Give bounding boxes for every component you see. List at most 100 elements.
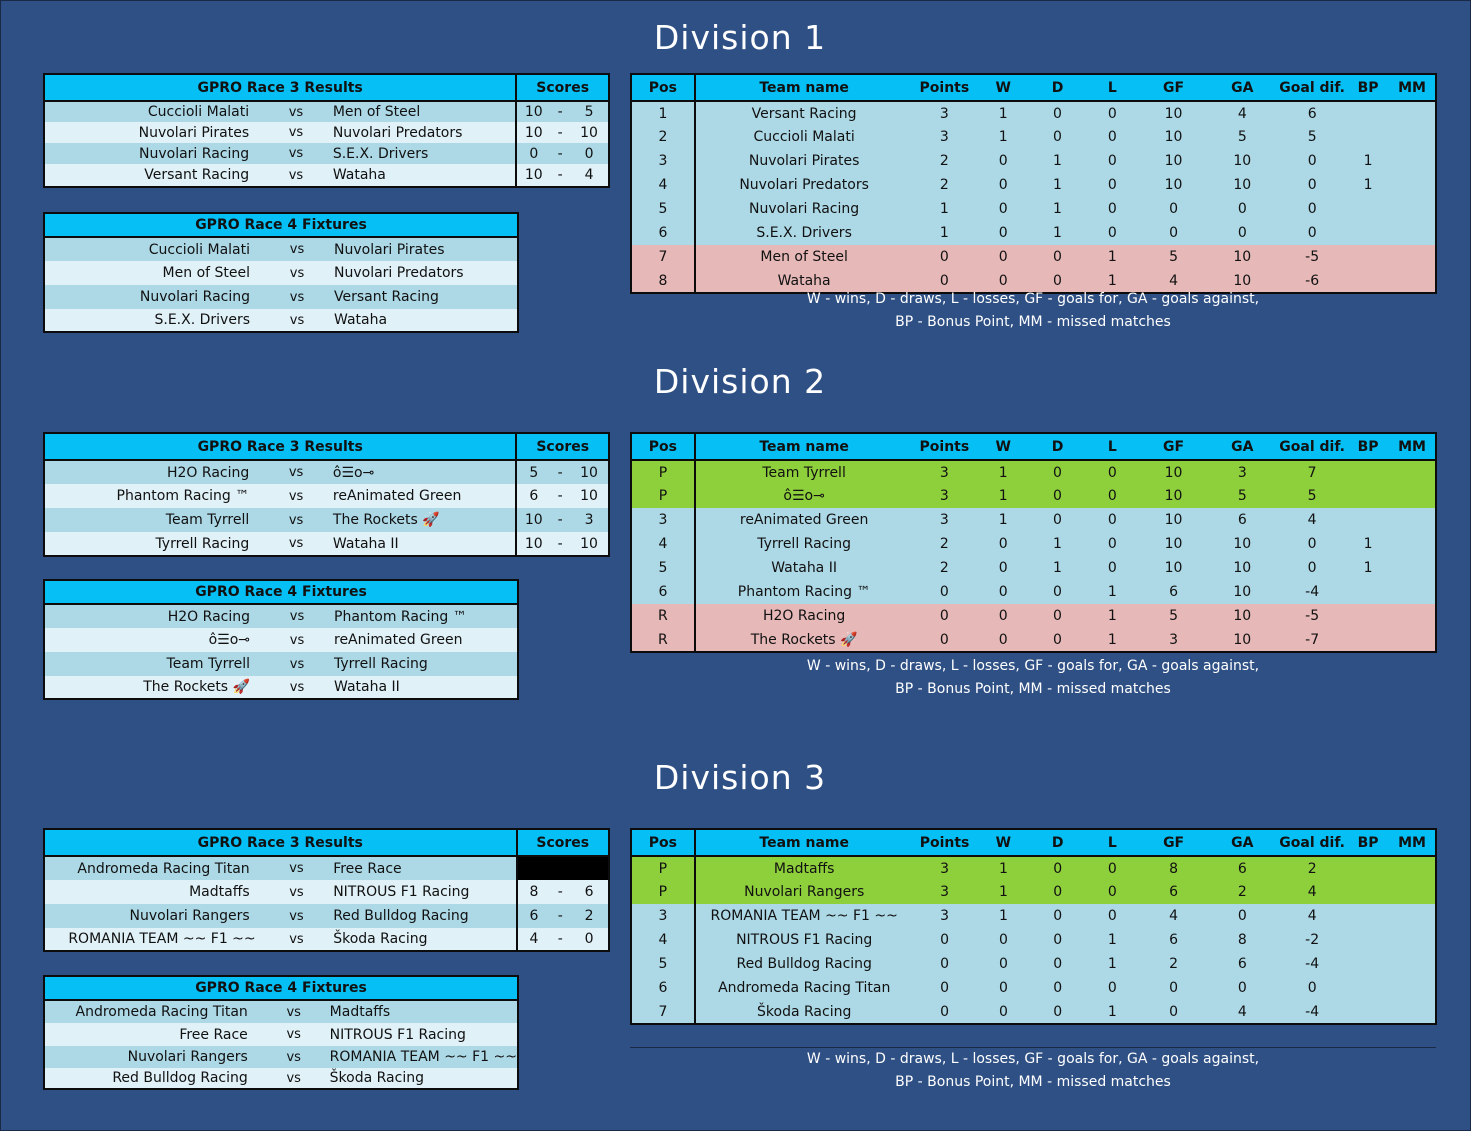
vs-label: vs xyxy=(288,146,304,161)
home-team: Versant Racing xyxy=(144,167,250,183)
standings-row: 5 Nuvolari Racing 1 0 1 0 0 0 0 xyxy=(631,197,1436,221)
standings-header-row: Pos Team name Points W D L GF GA Goal di… xyxy=(631,74,1436,101)
bonus-point-cell: 1 xyxy=(1363,153,1373,169)
wins-cell: 1 xyxy=(998,860,1008,877)
away-team: NITROUS F1 Racing xyxy=(333,884,470,900)
goals-for-cell: 4 xyxy=(1169,272,1178,289)
goal-diff-cell: 0 xyxy=(1307,560,1317,576)
fixture-row: ô☰o⊸ vs reAnimated Green xyxy=(44,628,518,652)
goal-diff-cell: -4 xyxy=(1305,1003,1320,1020)
away-team: ROMANIA TEAM ~~ F1 ~~ xyxy=(329,1049,517,1065)
score-dash: - xyxy=(557,908,563,924)
points-cell: 3 xyxy=(939,129,949,145)
away-team: Wataha xyxy=(332,167,386,183)
missed-matches-cell xyxy=(1389,245,1436,269)
division-1-title: Division 1 xyxy=(653,18,827,57)
team-name-cell: Team Tyrrell xyxy=(693,460,913,484)
goal-diff-cell: -2 xyxy=(1305,932,1320,948)
fixture-row: Andromeda Racing Titan vs Madtaffs xyxy=(44,1000,518,1023)
wins-header: W xyxy=(995,438,1011,455)
away-team: Free Race xyxy=(333,860,402,877)
losses-cell: 0 xyxy=(1107,908,1117,924)
team-name-cell: Nuvolari Pirates xyxy=(693,149,913,173)
draws-cell: 0 xyxy=(1053,464,1062,481)
goal-diff-cell: -4 xyxy=(1305,584,1320,600)
missed-matches-cell xyxy=(1389,904,1436,928)
wins-cell: 0 xyxy=(998,980,1008,996)
team-name-cell: Wataha II xyxy=(693,556,913,580)
wins-cell: 0 xyxy=(998,201,1008,217)
fixture-row: S.E.X. Drivers vs Wataha xyxy=(44,309,518,332)
position-cell: 3 xyxy=(658,512,668,528)
draws-cell: 1 xyxy=(1053,201,1062,217)
score-dash: - xyxy=(557,931,563,947)
legend-line-1: W - wins, D - draws, L - losses, GF - go… xyxy=(806,1051,1260,1067)
home-team: Nuvolari Racing xyxy=(139,289,250,305)
position-cell: 3 xyxy=(658,908,668,924)
standings-row: 6 Phantom Racing ™ 0 0 0 1 6 10 -4 xyxy=(631,580,1436,604)
home-score: 8 xyxy=(515,880,551,904)
division-3-results-table: GPRO Race 3 Results Scores Andromeda Rac… xyxy=(43,828,610,952)
goal-diff-cell: 0 xyxy=(1307,225,1317,241)
standings-row: 3 Nuvolari Pirates 2 0 1 0 10 10 0 1 xyxy=(631,149,1436,173)
bonus-point-cell xyxy=(1347,928,1389,952)
vs-label: vs xyxy=(288,125,304,140)
home-score: 10 xyxy=(515,122,551,143)
points-cell: 3 xyxy=(939,512,949,528)
away-team: Tyrrell Racing xyxy=(334,656,428,672)
goals-for-cell: 10 xyxy=(1164,488,1183,504)
goals-against-cell: 10 xyxy=(1233,177,1252,193)
losses-cell: 1 xyxy=(1107,249,1117,265)
score-dash: - xyxy=(557,464,563,481)
home-team: ô☰o⊸ xyxy=(208,632,250,648)
standings-row: 6 Andromeda Racing Titan 0 0 0 0 0 0 0 xyxy=(631,976,1436,1000)
goals-against-cell: 10 xyxy=(1233,153,1252,169)
home-team: H2O Racing xyxy=(167,464,250,481)
losses-cell: 0 xyxy=(1107,860,1117,877)
home-score: 5 xyxy=(515,460,551,484)
losses-cell: 0 xyxy=(1107,536,1117,552)
standings-row: 7 Škoda Racing 0 0 0 1 0 4 -4 xyxy=(631,1000,1436,1024)
losses-cell: 1 xyxy=(1107,608,1117,624)
goal-diff-header: Goal dif. xyxy=(1279,834,1345,851)
fixture-row: Team Tyrrell vs Tyrrell Racing xyxy=(44,652,518,676)
home-score: 4 xyxy=(515,928,551,951)
home-team: Tyrrell Racing xyxy=(155,535,250,552)
pos-header: Pos xyxy=(648,834,677,851)
draws-cell: 0 xyxy=(1053,980,1063,996)
points-cell: 3 xyxy=(940,860,950,877)
goals-against-cell: 0 xyxy=(1237,225,1247,241)
losses-cell: 1 xyxy=(1107,932,1117,948)
result-row: Team Tyrrell vs The Rockets 🚀 10 - 3 xyxy=(44,508,609,532)
wins-cell: 1 xyxy=(998,908,1008,924)
vs-label: vs xyxy=(288,465,304,480)
wins-cell: 1 xyxy=(998,512,1008,528)
wins-cell: 0 xyxy=(998,560,1008,576)
position-cell: 7 xyxy=(658,1003,668,1020)
bonus-point-cell xyxy=(1347,880,1389,904)
division-1-results-table: GPRO Race 3 Results Scores Cuccioli Mala… xyxy=(43,73,610,188)
points-cell: 3 xyxy=(939,464,949,481)
missed-matches-cell xyxy=(1389,580,1436,604)
goal-diff-cell: 0 xyxy=(1307,536,1317,552)
fixture-row: Nuvolari Racing vs Versant Racing xyxy=(44,285,518,309)
points-cell: 3 xyxy=(939,105,949,122)
vs-label: vs xyxy=(289,312,305,328)
mm-header: MM xyxy=(1398,438,1426,455)
vs-label: vs xyxy=(289,609,305,624)
position-cell: P xyxy=(658,464,668,481)
score-dash: - xyxy=(557,167,563,183)
missed-matches-cell xyxy=(1389,460,1436,484)
vs-label: vs xyxy=(289,884,304,900)
position-cell: 5 xyxy=(658,956,668,972)
goals-against-cell: 6 xyxy=(1237,512,1247,528)
missed-matches-cell xyxy=(1389,484,1436,508)
goals-for-cell: 10 xyxy=(1164,177,1183,193)
results-header: GPRO Race 3 Results xyxy=(197,834,363,851)
team-name-cell: S.E.X. Drivers xyxy=(693,221,913,245)
pos-header: Pos xyxy=(648,438,678,455)
score-blank-cell xyxy=(515,856,609,880)
goal-diff-cell: 0 xyxy=(1307,201,1317,217)
home-team: ROMANIA TEAM ~~ F1 ~~ xyxy=(68,931,256,947)
legend-line-2: BP - Bonus Point, MM - missed matches xyxy=(895,1074,1171,1090)
